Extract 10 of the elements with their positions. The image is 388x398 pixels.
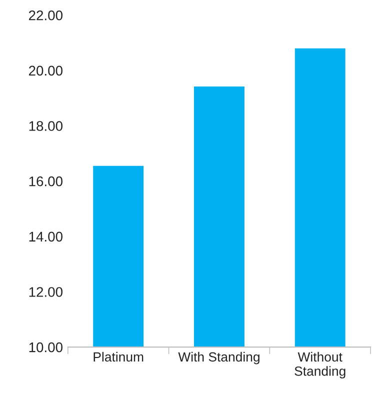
y-tick-label: 22.00 [28,10,62,20]
y-tick-label: 16.00 [29,176,62,186]
y-tick-label: 18.00 [29,121,62,131]
x-tick-label: Platinum [94,352,144,362]
x-tick-label: With Standing [178,352,260,364]
y-tick-label: 12.00 [29,287,62,297]
x-tick-label: Without Standing [294,352,346,378]
y-tick-label: 20.00 [28,66,62,76]
y-tick-label: 10.00 [29,342,62,352]
y-tick-label: 14.00 [29,232,62,242]
